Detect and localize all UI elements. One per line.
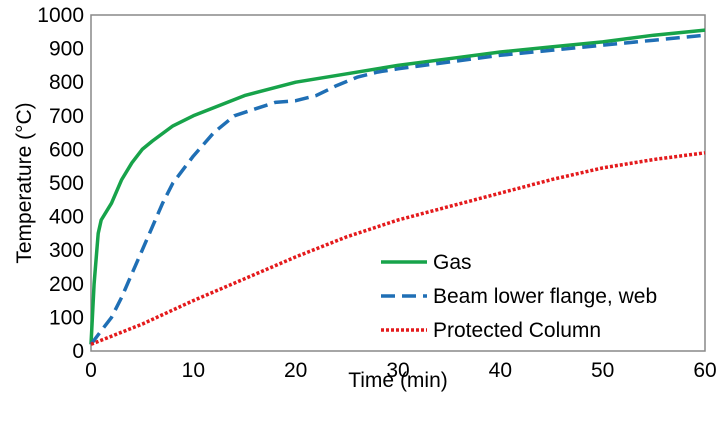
y-axis-title: Temperature (°C) (13, 102, 36, 263)
x-tick-label: 0 (85, 359, 97, 382)
x-tick-label: 20 (284, 359, 307, 382)
series-line-2 (90, 151, 706, 346)
x-tick-label: 60 (693, 359, 716, 382)
legend-label: Beam lower flange, web (433, 285, 657, 308)
series-line-1 (89, 33, 706, 346)
y-tick-label: 400 (49, 206, 84, 229)
legend: Gas Beam lower flange, web Protected Colum… (381, 251, 657, 342)
x-axis-tick-labels: 0 10 20 30 40 50 60 (85, 359, 717, 382)
y-tick-label: 500 (49, 172, 84, 195)
y-tick-label: 100 (49, 306, 84, 329)
legend-label: Gas (433, 251, 472, 274)
plot-area-group (89, 14, 706, 352)
x-tick-label: 30 (386, 359, 409, 382)
legend-label: Protected Column (433, 319, 601, 342)
x-axis-title: Time (min) (348, 369, 448, 392)
y-tick-label: 600 (49, 138, 84, 161)
y-tick-label: 0 (72, 340, 84, 363)
x-tick-label: 50 (591, 359, 614, 382)
y-tick-label: 300 (49, 239, 84, 262)
y-tick-label: 900 (49, 38, 84, 61)
y-tick-label: 200 (49, 273, 84, 296)
y-axis-tick-labels: 0 100 200 300 400 500 600 700 800 900 1000 (37, 4, 84, 363)
x-tick-label: 40 (489, 359, 512, 382)
series-line-0 (89, 28, 706, 345)
plot-frame (90, 14, 706, 352)
x-tick-label: 10 (182, 359, 205, 382)
y-tick-label: 1000 (37, 4, 84, 27)
y-tick-label: 800 (49, 71, 84, 94)
y-tick-label: 700 (49, 105, 84, 128)
